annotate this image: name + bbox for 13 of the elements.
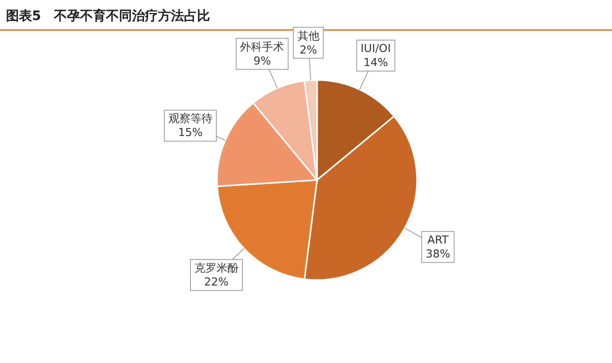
slice-label: 外科手术 — [240, 40, 284, 54]
data-label: 38% — [426, 247, 450, 260]
data-label: 22% — [204, 275, 229, 288]
data-label: 2% — [300, 43, 318, 56]
slice-label: ART — [427, 233, 449, 246]
chart-title: 图表5 不孕不育不同治疗方法占比 — [6, 8, 210, 24]
slice-label: 克罗米酚 — [194, 261, 238, 274]
data-label: 14% — [364, 56, 388, 70]
slice-label: 观察等待 — [168, 112, 212, 126]
slice-label: IUI/OI — [360, 42, 391, 56]
data-label: 15% — [178, 126, 203, 140]
data-label: 9% — [253, 54, 271, 68]
slice-label: 其他 — [297, 29, 320, 42]
